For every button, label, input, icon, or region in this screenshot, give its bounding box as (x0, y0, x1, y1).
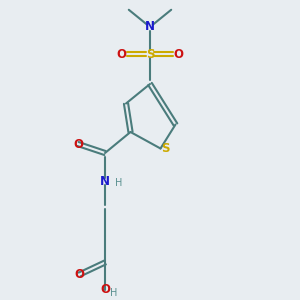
Text: N: N (145, 20, 155, 34)
Text: S: S (146, 47, 154, 61)
Text: O: O (173, 47, 184, 61)
Text: O: O (74, 268, 85, 281)
Text: H: H (115, 178, 122, 188)
Text: O: O (73, 137, 83, 151)
Text: H: H (110, 287, 118, 298)
Text: N: N (100, 175, 110, 188)
Text: O: O (100, 283, 110, 296)
Text: S: S (161, 142, 169, 155)
Text: O: O (116, 47, 127, 61)
